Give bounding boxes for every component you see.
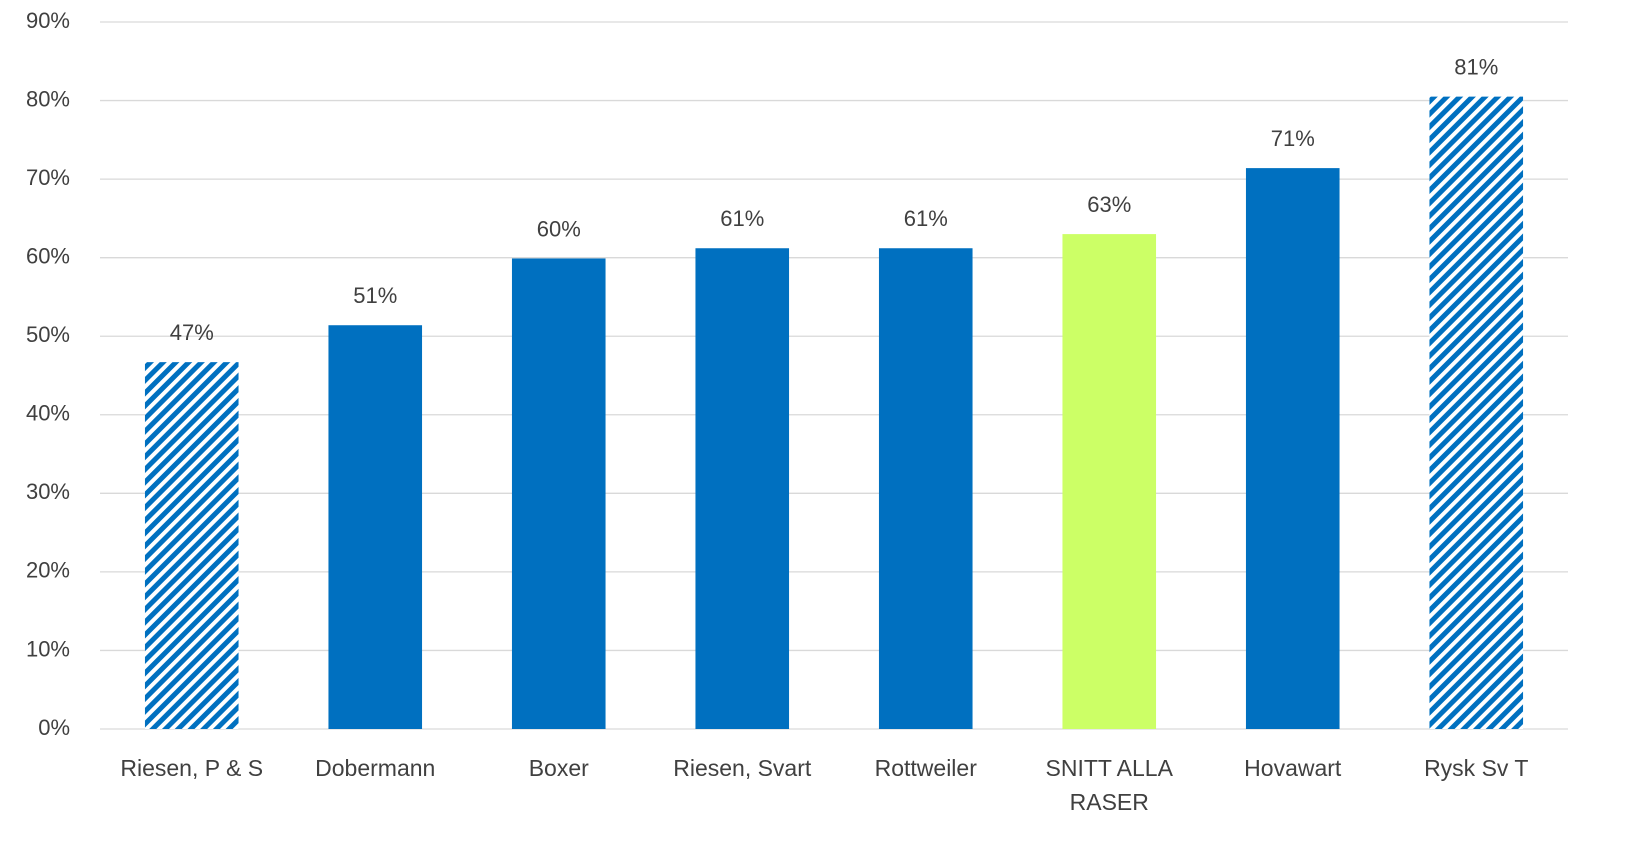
- value-label: 61%: [720, 206, 764, 231]
- y-tick-label: 50%: [26, 322, 70, 347]
- bar: [144, 362, 239, 729]
- y-tick-label: 70%: [26, 165, 70, 190]
- bar: [511, 258, 606, 729]
- bar: [878, 248, 973, 730]
- bar: [1245, 168, 1340, 729]
- y-tick-label: 20%: [26, 558, 70, 583]
- x-tick-label: Rysk Sv T: [1424, 755, 1529, 781]
- value-label: 71%: [1271, 126, 1315, 151]
- value-label: 61%: [904, 206, 948, 231]
- x-tick-label: Boxer: [528, 755, 589, 781]
- bar: [1429, 96, 1524, 729]
- y-tick-label: 10%: [26, 636, 70, 661]
- y-tick-label: 40%: [26, 401, 70, 426]
- y-tick-label: 0%: [38, 715, 70, 740]
- bar: [1062, 234, 1157, 729]
- value-label: 51%: [353, 283, 397, 308]
- y-tick-label: 60%: [26, 243, 70, 268]
- x-tick-label: Hovawart: [1244, 755, 1342, 781]
- x-tick-label: SNITT ALLA RASER: [1045, 755, 1173, 815]
- value-label: 47%: [170, 320, 214, 345]
- y-tick-label: 80%: [26, 86, 70, 111]
- value-label: 81%: [1454, 54, 1498, 79]
- x-tick-label: Rottweiler: [874, 755, 977, 781]
- bar: [328, 325, 423, 729]
- x-tick-label: Riesen, P & S: [120, 755, 264, 781]
- y-tick-label: 30%: [26, 479, 70, 504]
- bar: [695, 248, 790, 730]
- value-label: 60%: [537, 216, 581, 241]
- value-label: 63%: [1087, 192, 1131, 217]
- y-tick-label: 90%: [26, 8, 70, 33]
- x-tick-label: Riesen, Svart: [673, 755, 812, 781]
- x-tick-label: Dobermann: [315, 755, 436, 781]
